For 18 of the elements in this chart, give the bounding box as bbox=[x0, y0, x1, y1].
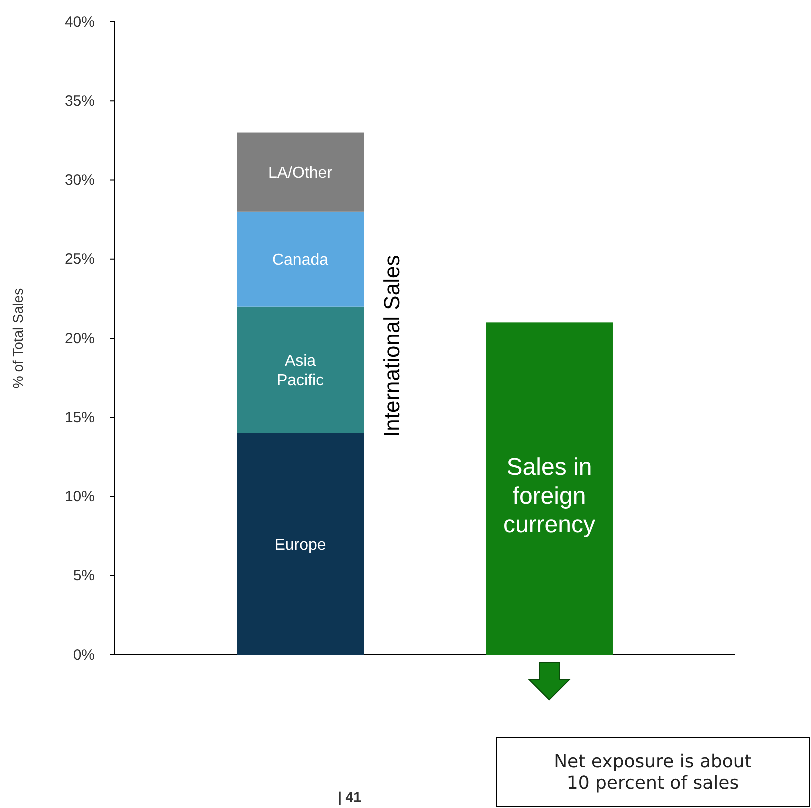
annotation: International Sales bbox=[380, 255, 405, 438]
y-tick-label: 30% bbox=[64, 172, 95, 190]
series-label: Canada bbox=[272, 252, 329, 269]
y-tick-label: 10% bbox=[64, 488, 95, 506]
y-tick-label: 40% bbox=[64, 14, 95, 31]
series-label: LA/Other bbox=[268, 164, 334, 182]
y-tick-label: 15% bbox=[64, 409, 95, 426]
y-axis-title: % of Total Sales bbox=[10, 288, 26, 389]
text: Net exposure is about 10 percent of sales bbox=[554, 752, 752, 794]
y-tick-label: 5% bbox=[73, 568, 95, 585]
y-tick-label: 25% bbox=[64, 251, 95, 268]
text: | 41 bbox=[338, 789, 362, 806]
y-tick-label: 20% bbox=[64, 330, 95, 348]
series-label: Sales in foreign currency bbox=[503, 454, 596, 539]
series-label: Asia Pacific bbox=[276, 353, 324, 390]
y-tick-label: 35% bbox=[64, 92, 95, 110]
series-label: Europe bbox=[274, 536, 326, 554]
y-tick-label: 0% bbox=[73, 646, 95, 664]
